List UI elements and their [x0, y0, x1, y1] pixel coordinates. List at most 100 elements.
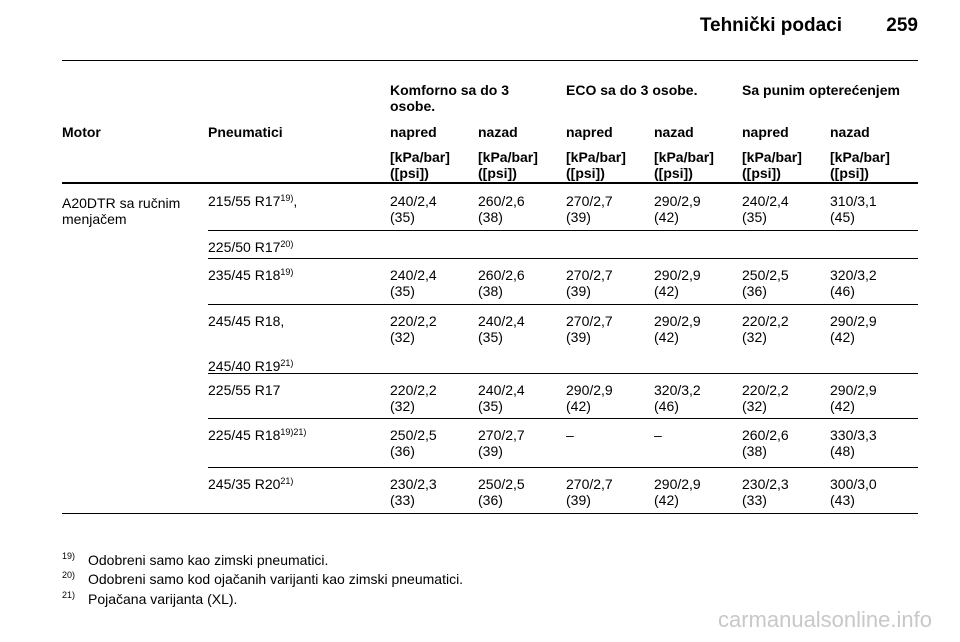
page-title: Tehnički podaci	[699, 15, 842, 36]
column-header: napred	[742, 124, 789, 140]
pressure-psi: (36)	[742, 283, 767, 299]
pressure-psi: (36)	[478, 492, 503, 508]
pressure-psi: (35)	[478, 398, 503, 414]
pressure-kpa: 320/3,2	[654, 382, 701, 398]
pressure-kpa: 230/2,3	[390, 476, 437, 492]
pressure-kpa: 250/2,5	[390, 427, 437, 443]
column-header: nazad	[654, 124, 694, 140]
pressure-psi: (42)	[654, 209, 679, 225]
row-rule	[208, 467, 918, 468]
unit-header: [kPa/bar] ([psi])	[654, 149, 714, 181]
pressure-kpa: 270/2,7	[566, 476, 613, 492]
pressure-kpa: 300/3,0	[830, 476, 877, 492]
pressure-psi: (42)	[654, 329, 679, 345]
row-rule	[62, 513, 918, 514]
group-header: ECO sa do 3 osobe.	[566, 82, 698, 98]
pressure-psi: (39)	[566, 329, 591, 345]
column-header: nazad	[830, 124, 870, 140]
pressure-kpa: 270/2,7	[566, 313, 613, 329]
suffix: ,	[293, 193, 298, 209]
pressure-kpa: 320/3,2	[830, 267, 877, 283]
pressure-kpa: 240/2,4	[478, 382, 525, 398]
pressure-psi: (43)	[830, 492, 855, 508]
pressure-kpa: 220/2,2	[390, 382, 437, 398]
unit-header: [kPa/bar] ([psi])	[566, 149, 626, 181]
unit-header: [kPa/bar] ([psi])	[478, 149, 538, 181]
group-header: Komforno sa do 3 osobe.	[390, 82, 510, 114]
pressure-kpa: –	[566, 427, 574, 443]
watermark: carmanualsonline.info	[717, 607, 932, 632]
footnote-ref: 19)21)	[280, 427, 307, 437]
pressure-psi: (39)	[566, 492, 591, 508]
tire-size: 215/55 R17	[208, 193, 281, 209]
row-rule	[208, 258, 918, 259]
pressure-kpa: 240/2,4	[478, 313, 525, 329]
pressure-kpa: 270/2,7	[478, 427, 525, 443]
column-header: Pneumatici	[208, 124, 283, 140]
pressure-psi: (46)	[654, 398, 679, 414]
rule	[62, 182, 918, 184]
pressure-kpa: 290/2,9	[654, 193, 701, 209]
pressure-kpa: 240/2,4	[742, 193, 789, 209]
pressure-kpa: 270/2,7	[566, 267, 613, 283]
pressure-psi: (42)	[566, 398, 591, 414]
pressure-kpa: 290/2,9	[830, 313, 877, 329]
tire-cell: 245/35 R2021)	[208, 476, 293, 492]
tire-cell: 235/45 R1819)	[208, 267, 293, 283]
pressure-kpa: 330/3,3	[830, 427, 877, 443]
pressure-kpa: 220/2,2	[742, 382, 789, 398]
footnote-mark: 21)	[62, 590, 76, 600]
pressure-kpa: 250/2,5	[742, 267, 789, 283]
pressure-kpa: 270/2,7	[566, 193, 613, 209]
column-header: napred	[566, 124, 613, 140]
page-number: 259	[886, 15, 918, 36]
pressure-kpa: 220/2,2	[742, 313, 789, 329]
pressure-kpa: 290/2,9	[654, 476, 701, 492]
pressure-kpa: 230/2,3	[742, 476, 789, 492]
footnote-ref: 20)	[280, 239, 294, 249]
pressure-psi: (35)	[478, 329, 503, 345]
unit-header: [kPa/bar] ([psi])	[390, 149, 450, 181]
tire-size: 225/55 R17	[208, 382, 281, 398]
footnote-ref: 21)	[280, 358, 294, 368]
tire-size: 225/45 R18	[208, 427, 281, 443]
column-header: napred	[390, 124, 437, 140]
pressure-psi: (33)	[742, 492, 767, 508]
pressure-kpa: 240/2,4	[390, 193, 437, 209]
footnote-mark: 19)	[62, 551, 76, 561]
pressure-psi: (42)	[654, 283, 679, 299]
footnote-ref: 19)	[280, 193, 294, 203]
tire-cell: 245/45 R18,	[208, 313, 284, 329]
tire-cell: 215/55 R1719),	[208, 193, 297, 209]
pressure-psi: (35)	[390, 283, 415, 299]
column-header: Motor	[62, 124, 101, 140]
tire-size: 245/45 R18,	[208, 313, 285, 329]
pressure-kpa: 260/2,6	[478, 193, 525, 209]
pressure-psi: (32)	[390, 398, 415, 414]
motor-cell: A20DTR sa ručnim menjačem	[62, 195, 181, 227]
tire-size: 245/35 R20	[208, 476, 281, 492]
pressure-psi: (35)	[742, 209, 767, 225]
pressure-kpa: –	[654, 427, 662, 443]
row-rule	[208, 304, 918, 305]
tire-cell: 225/45 R1819)21)	[208, 427, 306, 443]
tire-size: 235/45 R18	[208, 267, 281, 283]
pressure-psi: (36)	[390, 443, 415, 459]
pressure-kpa: 260/2,6	[478, 267, 525, 283]
pressure-psi: (42)	[830, 329, 855, 345]
row-rule	[208, 373, 918, 374]
pressure-psi: (42)	[654, 492, 679, 508]
pressure-kpa: 290/2,9	[654, 267, 701, 283]
unit-header: [kPa/bar] ([psi])	[830, 149, 890, 181]
pressure-psi: (32)	[390, 329, 415, 345]
tire-cell: 225/55 R17	[208, 382, 280, 398]
rule	[62, 60, 918, 61]
footnote-text: Odobreni samo kao zimski pneumatici.	[88, 552, 329, 568]
footnote-mark: 20)	[62, 570, 76, 580]
pressure-kpa: 310/3,1	[830, 193, 877, 209]
pressure-kpa: 220/2,2	[390, 313, 437, 329]
footnote-text: Pojačana varijanta (XL).	[88, 591, 238, 607]
pressure-psi: (32)	[742, 398, 767, 414]
pressure-kpa: 260/2,6	[742, 427, 789, 443]
